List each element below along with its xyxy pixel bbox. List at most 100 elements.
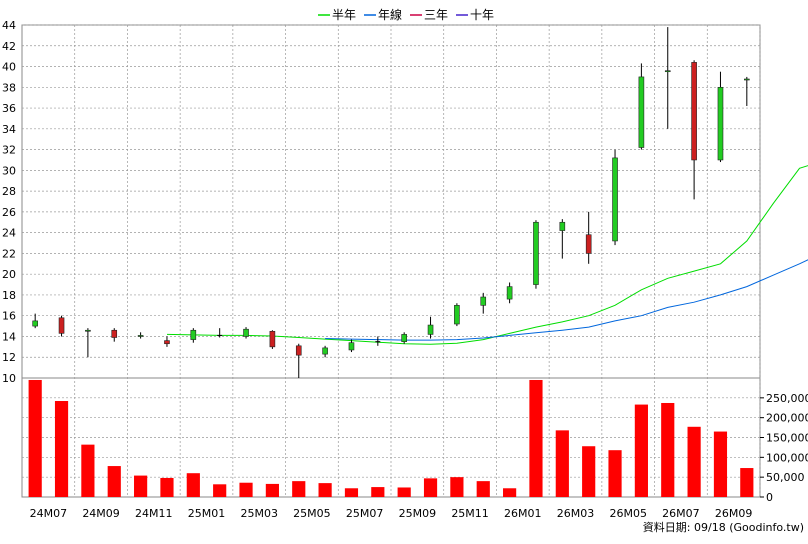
volume-axis: 0 50,000 100,000 150,000 200,000 250,000: [760, 392, 808, 504]
volume-bar: [740, 468, 754, 497]
price-tick-label: 30: [2, 164, 16, 177]
volume-bar: [713, 431, 728, 497]
price-tick-label: 12: [2, 351, 16, 364]
volume-tick-label: 100,000: [766, 451, 808, 464]
candle-body: [638, 76, 645, 148]
volume-tick-label: 50,000: [766, 471, 805, 484]
price-tick-label: 28: [2, 185, 16, 198]
x-tick-label: 26M07: [662, 507, 700, 520]
volume-bar: [397, 487, 411, 497]
volume-bar: [634, 404, 648, 497]
candle-body: [559, 221, 566, 231]
price-tick-label: 18: [2, 289, 16, 302]
x-tick-label: 25M03: [240, 507, 278, 520]
volume-tick-label: 200,000: [766, 412, 808, 425]
volume-bar: [608, 450, 622, 497]
candle-body: [137, 335, 144, 337]
volume-tick-label: 150,000: [766, 432, 808, 445]
price-tick-label: 20: [2, 268, 16, 281]
x-tick-label: 26M09: [715, 507, 753, 520]
candle-body: [612, 157, 618, 242]
volume-bar: [107, 466, 121, 497]
x-tick-label: 24M07: [30, 507, 68, 520]
volume-bar: [661, 402, 675, 497]
price-tick-label: 10: [2, 372, 16, 385]
candle-body: [664, 70, 671, 73]
candle-body: [85, 329, 91, 332]
volume-bar: [292, 481, 306, 497]
candle-body: [744, 78, 750, 81]
candle-body: [691, 62, 697, 161]
volume-bar: [450, 477, 464, 497]
x-tick-label: 26M01: [504, 507, 542, 520]
volume-bar: [81, 444, 95, 497]
price-tick-label: 40: [2, 61, 16, 74]
price-axis: 10 12 14 16 18 20 22 24 26 28 30 32 34 36 38 40 42 44: [2, 19, 16, 385]
volume-bars: [28, 379, 754, 497]
price-tick-label: 22: [2, 247, 16, 260]
candle-body: [533, 221, 539, 285]
candle-body: [585, 234, 592, 254]
volume-bar: [555, 430, 569, 497]
x-axis: 24M07 24M09 24M11 25M01 25M03 25M05 25M07 25M09…: [30, 507, 753, 520]
volume-bar: [28, 379, 42, 497]
legend-label: 十年: [470, 8, 494, 22]
ma-line: [325, 259, 808, 341]
x-tick-label: 25M11: [451, 507, 489, 520]
candle-body: [717, 86, 724, 161]
candle-body: [454, 305, 460, 325]
x-tick-label: 26M03: [557, 507, 595, 520]
candle-body: [506, 286, 513, 300]
price-tick-label: 36: [2, 102, 16, 115]
volume-bar: [529, 379, 543, 497]
candle-body: [322, 347, 328, 355]
price-tick-label: 38: [2, 81, 16, 94]
x-tick-label: 25M05: [293, 507, 331, 520]
price-tick-label: 42: [2, 40, 16, 53]
x-tick-label: 25M07: [346, 507, 384, 520]
candle-body: [295, 345, 302, 356]
candle-body: [164, 340, 170, 345]
volume-bar: [186, 473, 200, 497]
volume-bar: [371, 487, 385, 497]
x-tick-label: 24M09: [82, 507, 120, 520]
volume-bar: [265, 483, 279, 497]
legend-label: 半年: [332, 8, 356, 22]
candle-body: [427, 324, 434, 335]
moving-average-lines: [166, 165, 808, 345]
volume-bar: [423, 478, 438, 497]
candle-body: [269, 330, 276, 348]
candle-body: [348, 342, 355, 351]
candle-body: [58, 317, 65, 334]
volume-bar: [344, 488, 359, 497]
price-tick-label: 14: [2, 330, 16, 343]
ma-line: [166, 165, 808, 345]
price-tick-label: 44: [2, 19, 16, 32]
grid: [21, 24, 761, 498]
volume-bar: [54, 401, 69, 497]
candle-body: [111, 329, 118, 338]
candle-body: [190, 329, 197, 340]
volume-bar: [239, 482, 253, 497]
volume-bar: [582, 446, 596, 497]
price-tick-label: 34: [2, 123, 16, 136]
x-tick-label: 26M05: [609, 507, 647, 520]
price-tick-label: 32: [2, 144, 16, 157]
x-tick-label: 25M09: [399, 507, 437, 520]
volume-tick-label: 0: [766, 491, 773, 504]
volume-bar: [476, 481, 490, 497]
volume-tick-label: 250,000: [766, 392, 808, 405]
candle-body: [480, 296, 487, 306]
candle-body: [401, 334, 407, 342]
volume-bar: [318, 483, 332, 497]
price-tick-label: 16: [2, 310, 16, 323]
volume-bar: [160, 477, 174, 497]
volume-bar: [134, 475, 148, 497]
volume-bar: [213, 484, 227, 497]
candles: [32, 27, 750, 378]
x-tick-label: 25M01: [188, 507, 226, 520]
price-tick-label: 26: [2, 206, 16, 219]
volume-bar: [687, 426, 701, 497]
